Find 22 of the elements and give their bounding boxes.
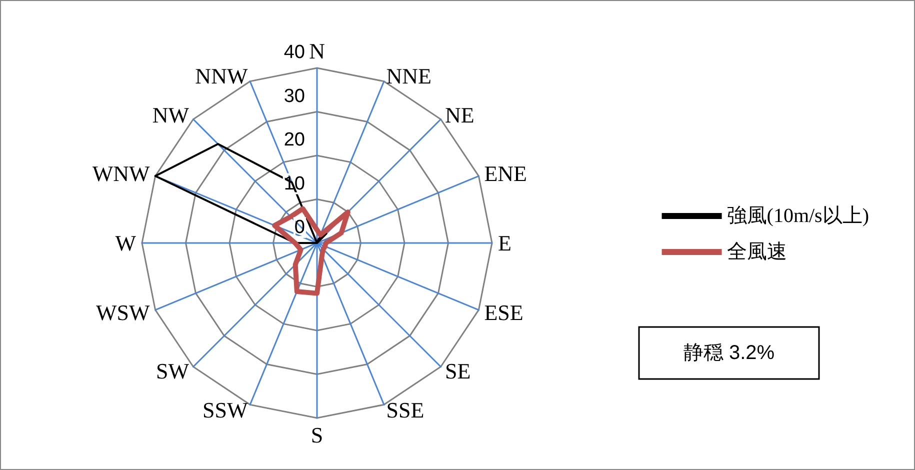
spoke-label: ESE <box>484 300 524 325</box>
spoke-label: SE <box>444 358 471 384</box>
spoke-label: ENE <box>484 161 527 186</box>
y-tick-label: 20 <box>284 130 305 150</box>
spoke-label: NE <box>444 102 474 128</box>
spoke-label: E <box>498 230 512 256</box>
spoke-label: S <box>310 422 324 448</box>
legend-label: 強風(10m/s以上) <box>726 205 869 227</box>
spoke-label: W <box>115 230 136 256</box>
y-tick-label: 30 <box>284 86 305 107</box>
spoke-label: WSW <box>96 300 150 325</box>
spoke-label: NNE <box>386 63 432 88</box>
spoke-label: WNW <box>92 161 150 186</box>
spoke-label: N <box>309 38 326 64</box>
y-tick-label: 40 <box>284 42 305 63</box>
spoke-label: SSE <box>386 398 424 423</box>
spoke-label: NW <box>152 102 190 128</box>
spoke-label: SSW <box>202 398 248 423</box>
spoke-label: NNW <box>195 63 248 88</box>
text: 静穏 3.2% <box>683 342 775 364</box>
spoke-label: SW <box>156 358 190 384</box>
legend-label: 全風速 <box>726 241 787 263</box>
